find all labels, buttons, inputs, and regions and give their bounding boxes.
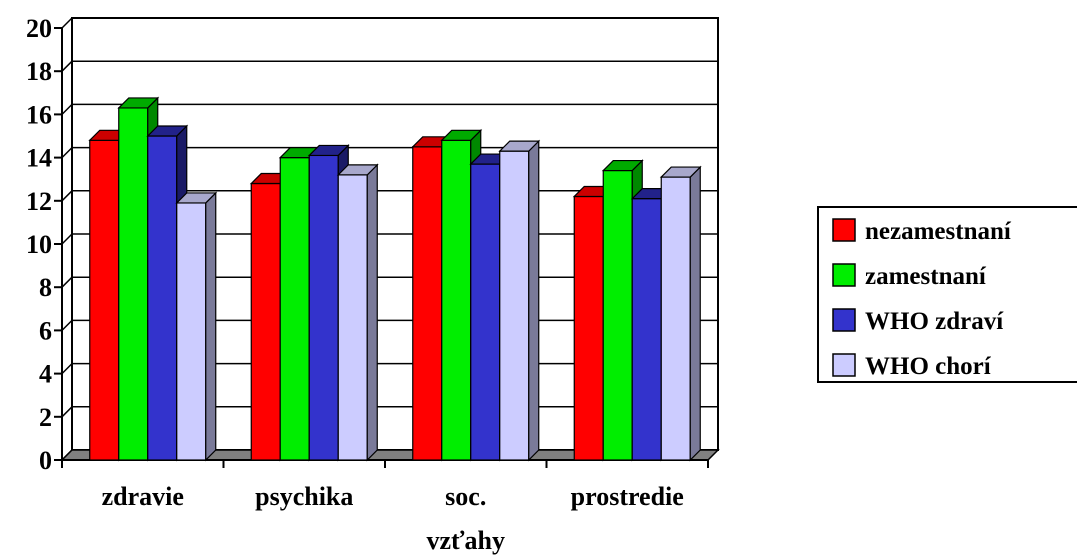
y-tick-label: 16 — [26, 100, 52, 129]
bar-front — [118, 107, 149, 461]
bar-front — [250, 182, 281, 461]
bar — [659, 165, 702, 462]
y-tick-label: 4 — [39, 360, 52, 389]
bar-side — [528, 139, 540, 462]
x-tick-label: vzťahy — [426, 526, 505, 555]
gridline-side — [61, 147, 73, 159]
bar-front — [147, 135, 178, 461]
x-tick-label: soc. — [445, 482, 486, 511]
bar-front — [631, 198, 662, 461]
legend-swatch — [832, 353, 856, 377]
x-tick-label: psychika — [255, 482, 353, 511]
gridline-side — [61, 276, 73, 288]
bar-front — [441, 139, 472, 461]
legend-label: nezamestnaní — [865, 218, 1012, 245]
y-tick-label: 12 — [26, 187, 52, 216]
legend-swatch — [832, 308, 856, 332]
legend-label: WHO chorí — [865, 353, 992, 380]
bar-side — [205, 191, 217, 462]
gridline-side — [61, 233, 73, 245]
gridline-side — [61, 103, 73, 115]
bar — [336, 163, 379, 462]
bar-top — [336, 164, 379, 176]
bar-top — [146, 125, 189, 137]
y-tick-label: 20 — [26, 14, 52, 43]
legend: nezamestnaní zamestnaní WHO zdraví WHO chor… — [817, 206, 1077, 383]
bar-front — [337, 174, 368, 461]
bar-front — [308, 154, 339, 461]
gridline-side — [61, 319, 73, 331]
bar-top — [307, 144, 350, 157]
bar-side — [689, 165, 701, 462]
bar-top — [498, 140, 541, 152]
bar-front — [279, 157, 310, 461]
bar-front — [573, 195, 604, 461]
bar-top — [175, 192, 218, 204]
legend-swatch — [832, 263, 856, 287]
legend-box — [817, 206, 1077, 383]
x-tick-label: zdravie — [102, 482, 184, 511]
bar-top — [440, 129, 483, 141]
y-tick-label: 10 — [26, 230, 52, 259]
y-tick-label: 14 — [26, 144, 52, 173]
bar-top — [659, 166, 702, 178]
x-tick-label: prostredie — [571, 482, 684, 511]
bar-front — [602, 169, 633, 461]
bar — [175, 191, 218, 462]
bar-front — [660, 176, 691, 461]
bar-front — [412, 146, 443, 461]
bar-side — [366, 163, 378, 462]
legend-label: zamestnaní — [865, 263, 987, 290]
bar-front — [499, 150, 530, 461]
axis-labels: 0 2 4 6 8 10 12 14 16 18 20 zdravie psychika soc. vzťa… — [26, 14, 684, 555]
gridline-side — [61, 363, 73, 375]
bars — [88, 96, 702, 462]
y-tick-label: 18 — [26, 57, 52, 86]
bar-front — [470, 163, 501, 461]
bar-front — [89, 139, 120, 461]
y-tick-label: 2 — [39, 403, 52, 432]
gridline-side — [61, 190, 73, 202]
gridline-side — [61, 60, 73, 72]
legend-swatch — [832, 218, 856, 242]
y-tick-label: 8 — [39, 273, 52, 302]
gridline-side — [61, 406, 73, 418]
y-tick-label: 0 — [39, 446, 52, 475]
bar — [498, 139, 541, 462]
bar-top — [601, 159, 644, 172]
legend-label: WHO zdraví — [865, 308, 1004, 335]
bar-top — [117, 97, 160, 109]
gridline-side — [61, 17, 73, 29]
y-tick-label: 6 — [39, 316, 52, 345]
bar-front — [176, 202, 207, 461]
